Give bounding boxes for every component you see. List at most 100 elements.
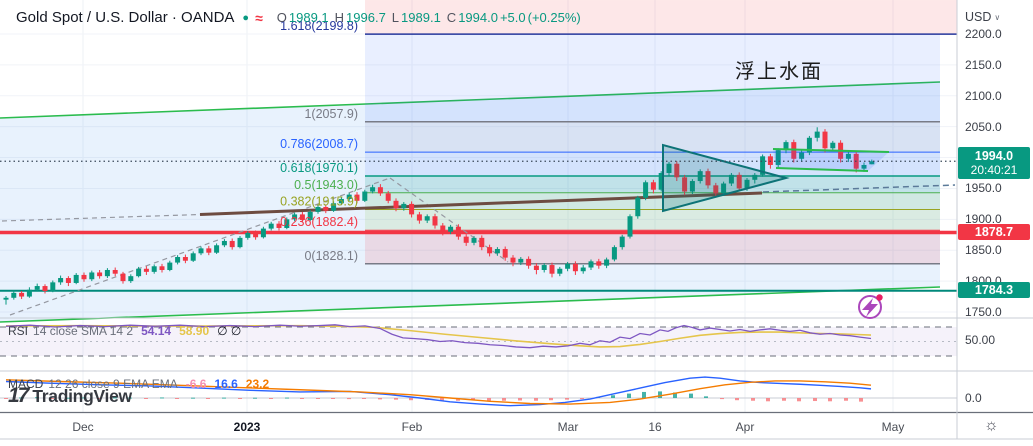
symbol-title[interactable]: Gold Spot / U.S. Dollar · OANDA [16,9,235,26]
macd-name: MACD [8,377,44,391]
candle-body [128,276,134,282]
candle-body [377,187,383,194]
high-value: 1996.7 [346,10,386,25]
macd-histogram-bar [331,398,335,399]
price-tick-label: 1750.0 [965,305,1002,319]
open-label: O [276,10,287,25]
rsi-indicator-legend[interactable]: RSI 14 close SMA 14 2 54.14 58.90 ∅ ∅ [8,324,241,338]
last-price-badge: 1994.0 20:40:21 [958,147,1030,179]
candle-body [81,274,87,280]
candle-body [650,182,656,190]
macd-histogram-bar [456,398,460,401]
macd-indicator-legend[interactable]: MACD 12 26 close 9 EMA EMA -6.6 16.6 23.2 [8,377,269,391]
macd-histogram-bar [828,398,832,402]
legend: Gold Spot / U.S. Dollar · OANDA ● ≈ O 19… [16,9,581,26]
close-value: 1994.0 [458,10,498,25]
candle-body [565,263,571,269]
tradingview-logo[interactable]: 17 TradingView [8,384,132,408]
brightness-theme-icon[interactable]: ☼ [984,417,999,434]
candle-body [494,248,500,254]
candle-body [448,226,454,232]
candle-body [19,292,25,297]
candle-body [767,156,773,165]
candle-body [424,216,430,221]
time-axis-label: Dec [72,420,94,434]
candle-body [619,236,625,248]
bar-countdown: 20:40:21 [970,163,1018,177]
macd-histogram-bar [673,392,677,398]
time-axis-label: May [881,420,905,434]
macd-histogram-bar [627,393,631,398]
candle-body [97,272,103,277]
candle-body [502,248,508,258]
macd-histogram-bar [378,398,382,400]
text-annotation[interactable]: 浮上水面 [735,61,823,83]
status-dot-icon: ● [242,11,250,24]
macd-histogram-bar [658,391,662,398]
macd-histogram-bar [440,398,444,401]
candle-body [136,268,142,277]
macd-histogram-bar [222,397,226,399]
candle-body [331,203,337,211]
fib-band [365,192,940,210]
fib-band [365,0,957,35]
tradingview-logo-mark: 17 [8,384,29,407]
dashed-trendline [1,213,201,222]
candle-body [580,267,586,272]
time-axis[interactable]: Dec 2023 Feb Mar 16 Apr May [0,413,957,439]
candle-body [167,262,173,270]
macd-histogram-bar [97,398,101,399]
candle-body [198,248,204,254]
price-tick-label: 2100.0 [965,88,1002,103]
candle-body [393,200,399,209]
low-value: 1989.1 [401,10,441,25]
candle-body [604,259,610,266]
candle-body [487,247,493,254]
chevron-down-icon: ∨ [994,12,1001,22]
channel-fill [0,82,940,322]
time-axis-label: Apr [735,420,755,434]
fib-level-label: 0.786(2008.7) [280,137,358,151]
candle-body [182,257,188,261]
macd-histogram-bar [549,398,553,401]
candle-body [861,164,867,169]
macd-histogram-bar [642,391,646,398]
candle-body [221,240,227,246]
macd-histogram-bar [175,398,179,399]
macd-histogram-bar [859,398,863,402]
candle-body [783,142,789,151]
macd-histogram-bar [502,398,506,401]
price-scale[interactable]: USD ∨ 2200.02150.02100.02050.02000.01950… [958,0,1033,446]
candle-body [206,248,212,253]
flag-channel-fill [773,149,889,171]
macd-histogram-bar [35,397,39,399]
candle-body [245,232,251,238]
candle-body [253,232,259,238]
currency-dropdown[interactable]: USD ∨ [965,10,1000,24]
candle-body [120,273,126,282]
candle-body [159,266,165,270]
candle-body [814,131,820,138]
macd-params: 12 26 close 9 EMA EMA [48,377,178,391]
candle-body [362,191,368,201]
alert-dot-icon [876,294,883,301]
candle-body [471,237,477,243]
price-tick-label: 1900.0 [965,212,1002,227]
fib-band [365,34,940,122]
candle-body [3,297,9,300]
macd-histogram-bar [565,398,569,400]
price-level-badge-teal: 1784.3 [958,282,1030,298]
candle-body [541,265,547,270]
macd-histogram-bar [689,393,693,398]
candle-body [713,185,719,194]
candle-body [214,245,220,253]
fib-level-label: 1(2057.9) [304,107,358,121]
macd-histogram-bar [128,397,132,399]
candle-body [658,173,664,190]
candle-body [50,282,56,291]
candle-body [611,247,617,260]
macd-histogram-bar [82,397,86,399]
candle-body [292,214,298,220]
candle-body [557,268,563,274]
